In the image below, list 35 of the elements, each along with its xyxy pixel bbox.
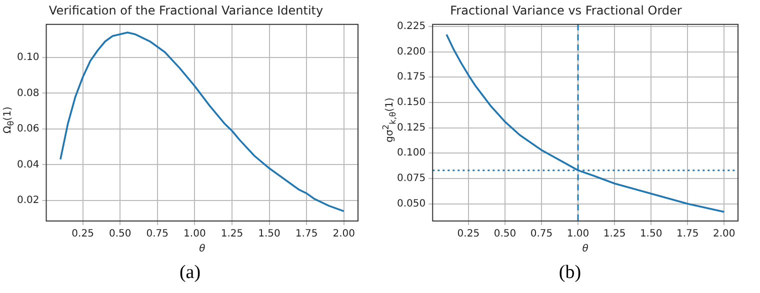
y-tick-label: 0.10 bbox=[17, 52, 40, 64]
chart-title: Fractional Variance vs Fractional Order bbox=[450, 3, 682, 18]
y-tick-label: 0.225 bbox=[396, 21, 426, 32]
x-tick-label: 1.75 bbox=[295, 228, 318, 240]
x-tick-label: 1.25 bbox=[603, 228, 626, 240]
y-tick-label: 0.08 bbox=[17, 88, 40, 99]
y-tick-label: 0.02 bbox=[17, 195, 40, 206]
x-tick-label: 1.50 bbox=[640, 228, 662, 240]
x-tick-label: 2.00 bbox=[332, 228, 355, 240]
y-tick-label: 0.050 bbox=[396, 198, 426, 210]
y-tick-label: 0.075 bbox=[396, 173, 426, 184]
y-tick-label: 0.100 bbox=[396, 148, 426, 159]
chart-title: Verification of the Fractional Variance Identity bbox=[48, 3, 324, 18]
y-tick-label: 0.04 bbox=[17, 159, 40, 170]
text: (a) bbox=[178, 262, 202, 284]
x-tick-label: 0.25 bbox=[457, 228, 480, 240]
y-tick-label: 0.06 bbox=[17, 124, 40, 135]
x-tick-label: 1.25 bbox=[220, 228, 244, 240]
y-tick-label: 0.125 bbox=[396, 122, 426, 134]
text: (b) bbox=[558, 262, 582, 284]
y-tick-label: 0.175 bbox=[396, 72, 426, 83]
x-tick-label: 1.00 bbox=[184, 228, 206, 240]
x-tick-label: 0.25 bbox=[72, 228, 94, 240]
x-axis-title: θ bbox=[582, 244, 588, 255]
x-tick-label: 0.50 bbox=[108, 228, 132, 240]
y-tick-label: 0.150 bbox=[396, 97, 426, 108]
x-axis-title: θ bbox=[199, 244, 206, 255]
x-tick-label: 1.75 bbox=[676, 228, 699, 240]
x-tick-label: 1.00 bbox=[566, 228, 590, 240]
x-tick-label: 2.00 bbox=[712, 228, 736, 240]
y-tick-label: 0.200 bbox=[396, 46, 426, 58]
x-tick-label: 1.50 bbox=[258, 228, 280, 240]
x-tick-label: 0.75 bbox=[530, 228, 553, 240]
x-tick-label: 0.75 bbox=[146, 228, 169, 240]
x-tick-label: 0.50 bbox=[494, 228, 516, 240]
